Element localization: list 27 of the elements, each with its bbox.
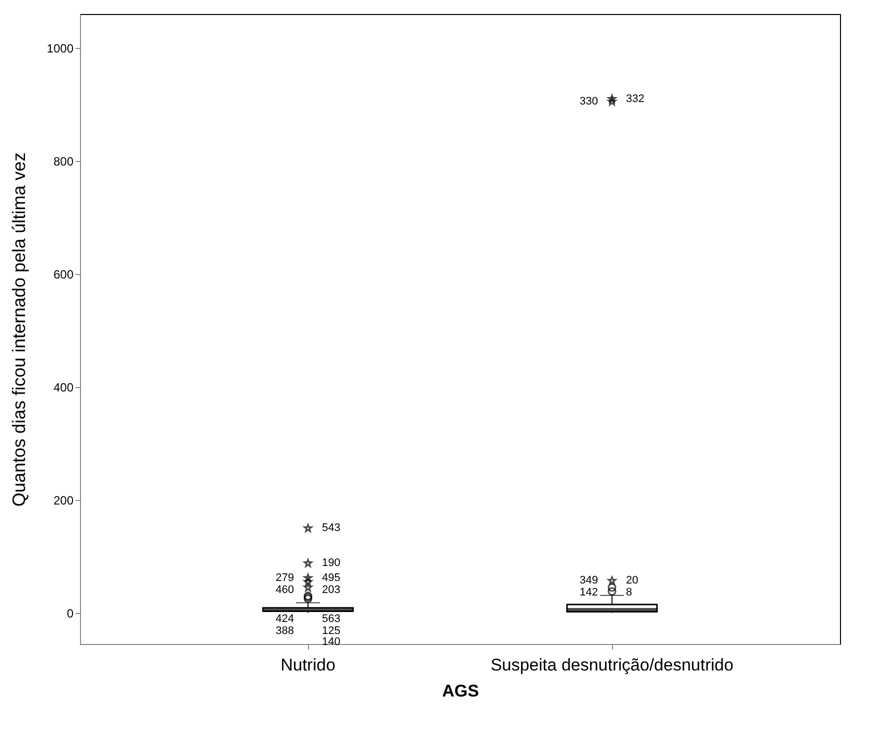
x-axis-title: AGS [442, 682, 479, 700]
annotation: 332 [626, 92, 644, 105]
annotation: 8 [626, 586, 632, 598]
annotation: 20 [626, 574, 638, 587]
annotation: 349 [580, 574, 598, 587]
annotation: 424 [276, 613, 294, 626]
annotation: 388 [276, 624, 294, 637]
annotation: 203 [322, 584, 340, 596]
annotation: 495 [322, 572, 340, 584]
y-tick-label: 200 [53, 493, 74, 508]
y-tick-label: 0 [66, 606, 74, 620]
annotation: 190 [322, 557, 340, 570]
y-axis-title: Quantos dias ficou internado pela última vez [8, 152, 29, 507]
annotation: 330 [580, 96, 598, 108]
annotation: 563 [322, 612, 340, 625]
y-tick-label: 1000 [46, 41, 74, 56]
annotation: 460 [276, 584, 294, 596]
y-tick-label: 400 [53, 380, 74, 394]
annotation: 125 [322, 624, 340, 637]
y-tick-label: 800 [53, 154, 74, 168]
annotation: 142 [580, 586, 598, 598]
x-tick-label: Suspeita desnutrição/desnutrido [490, 656, 734, 674]
annotation: 543 [322, 522, 340, 534]
annotation: 140 [322, 636, 340, 648]
x-tick-label: Nutrido [280, 656, 336, 674]
y-tick-label: 600 [53, 267, 74, 282]
annotation: 279 [276, 572, 294, 584]
